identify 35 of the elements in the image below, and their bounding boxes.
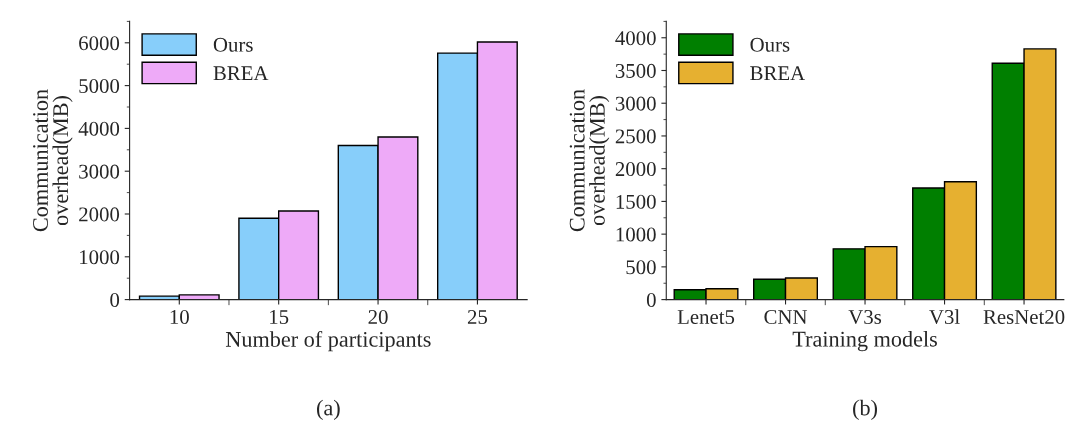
x-axis-title: Training models <box>792 330 937 352</box>
y-axis-title: Communication overhead(MB) <box>569 89 610 232</box>
x-tick-label: 15 <box>270 310 289 324</box>
y-tick-label: 6000 <box>79 36 120 51</box>
y-tick-label: 500 <box>626 260 656 275</box>
x-tick-label: Lenet5 <box>677 310 735 324</box>
y-tick-label: 5000 <box>79 78 120 94</box>
y-tick-label: 4000 <box>78 121 120 136</box>
y-tick-label: 1000 <box>80 250 120 265</box>
x-tick-label: 25 <box>467 309 488 324</box>
y-tick-label: 3000 <box>615 96 656 111</box>
x-tick-label: 10 <box>170 309 189 324</box>
y-tick-label: 1500 <box>616 194 656 209</box>
text: (b) <box>853 399 878 420</box>
y-tick-label: 2000 <box>79 207 120 222</box>
x-tick-label: ResNet20 <box>983 309 1065 324</box>
text: (a) <box>317 399 340 420</box>
y-axis-title: Communication overhead(MB) <box>33 89 73 232</box>
legend-label: BREA <box>750 66 806 81</box>
x-tick-label: V3s <box>848 309 882 325</box>
y-tick-label: 2000 <box>615 162 656 177</box>
y-tick-label: 3500 <box>615 63 656 78</box>
y-tick-label: 0 <box>110 292 120 308</box>
y-tick-label: 2500 <box>615 129 656 144</box>
y-tick-label: 0 <box>646 292 656 308</box>
y-tick-label: 4000 <box>615 31 656 46</box>
x-tick-label: CNN <box>764 309 808 324</box>
x-axis-title: Number of participants <box>225 330 431 352</box>
y-tick-label: 3000 <box>79 164 120 179</box>
x-tick-label: 20 <box>368 309 388 324</box>
y-tick-label: 1000 <box>616 227 656 242</box>
legend-label: BREA <box>213 66 269 81</box>
x-tick-label: V3l <box>929 309 960 325</box>
legend-label: Ours <box>750 37 790 52</box>
legend-label: Ours <box>213 37 253 52</box>
